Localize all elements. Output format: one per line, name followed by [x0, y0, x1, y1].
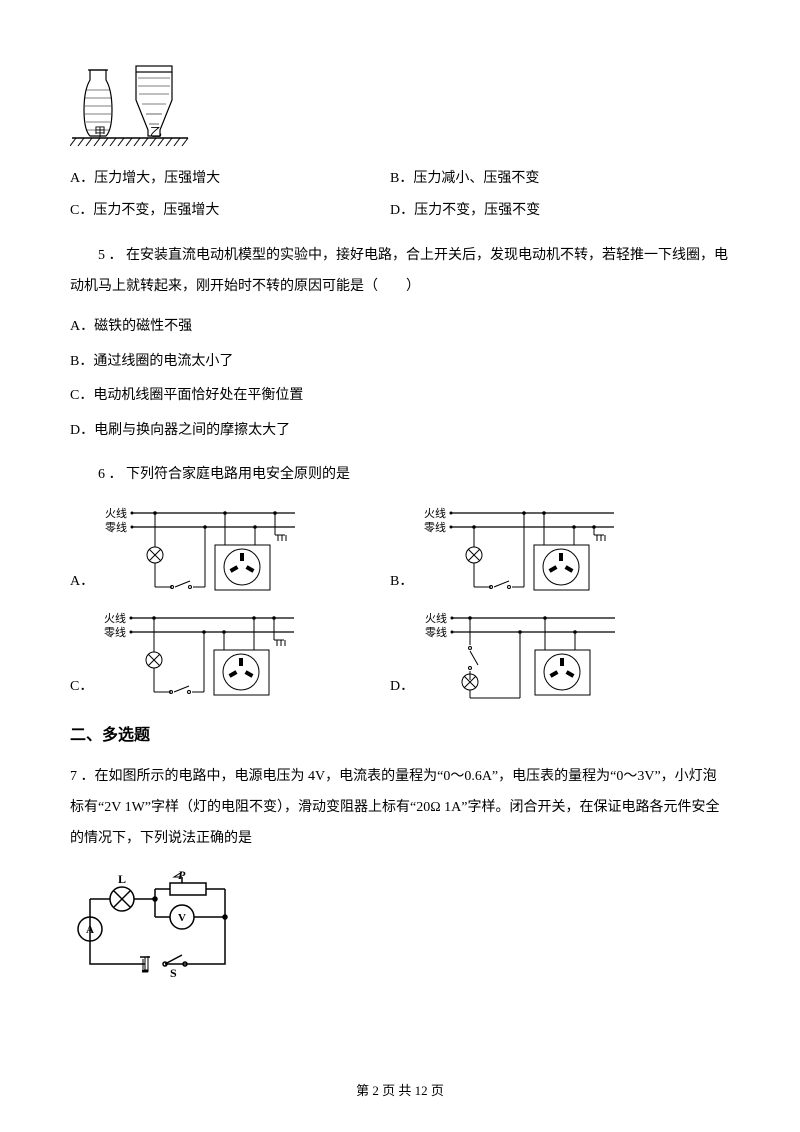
q6-text: 下列符合家庭电路用电安全原则的是	[126, 467, 350, 482]
page-footer: 第 2 页 共 12 页	[0, 1081, 800, 1102]
svg-text:S: S	[170, 966, 177, 979]
q5-number: 5 ．	[98, 248, 123, 263]
q6-label-a: A．	[70, 571, 94, 599]
q5-option-a: A．磁铁的磁性不强	[70, 316, 730, 338]
q6-row1: A． 火线 零线 B．	[70, 505, 730, 600]
svg-text:P: P	[178, 869, 186, 882]
q4-option-b: B．压力减小、压强不变	[390, 168, 730, 190]
q4-option-d: D．压力不变，压强不变	[390, 200, 730, 222]
q6-row2: C． 火线 零线 D． 火线 零线	[70, 610, 730, 705]
q6-circuit-c: 火线 零线	[99, 610, 299, 705]
section-2-heading: 二、多选题	[70, 723, 730, 749]
svg-text:L: L	[118, 872, 126, 886]
bottle-figure: 甲 乙	[70, 60, 730, 150]
q5-option-d: D．电刷与换向器之间的摩擦太大了	[70, 420, 730, 442]
q6-number: 6 ．	[98, 467, 123, 482]
q4-options-row1: A．压力增大，压强增大 B．压力减小、压强不变	[70, 168, 730, 190]
q4-options-row2: C．压力不变，压强增大 D．压力不变，压强不变	[70, 200, 730, 222]
svg-text:零线: 零线	[425, 625, 447, 639]
q6-circuit-a: 火线 零线	[100, 505, 300, 600]
svg-text:V: V	[178, 912, 186, 924]
svg-text:火线: 火线	[424, 506, 446, 520]
q6-label-c: C．	[70, 676, 93, 704]
q7-stem: 7 ．在如图所示的电路中，电源电压为 4V，电流表的量程为“0～0.6A”，电压…	[70, 762, 730, 854]
q5-option-b: B．通过线圈的电流太小了	[70, 351, 730, 373]
q6-stem: 6 ． 下列符合家庭电路用电安全原则的是	[70, 460, 730, 491]
svg-text:A: A	[86, 924, 94, 936]
svg-text:火线: 火线	[105, 506, 127, 520]
svg-text:零线: 零线	[424, 520, 446, 534]
bottles-svg: 甲 乙	[70, 60, 190, 150]
svg-text:零线: 零线	[105, 520, 127, 534]
svg-text:零线: 零线	[104, 625, 126, 639]
q6-label-d: D．	[390, 676, 414, 704]
q4-option-c: C．压力不变，压强增大	[70, 200, 390, 222]
q7-text: 在如图所示的电路中，电源电压为 4V，电流表的量程为“0～0.6A”，电压表的量…	[70, 769, 719, 846]
bottle-label-left: 甲	[94, 125, 106, 139]
bottle-label-right: 乙	[150, 125, 162, 139]
q6-label-b: B．	[390, 571, 413, 599]
svg-text:火线: 火线	[425, 611, 447, 625]
q5-stem: 5 ． 在安装直流电动机模型的实验中，接好电路，合上开关后，发现电动机不转，若轻…	[70, 241, 730, 303]
q5-option-c: C．电动机线圈平面恰好处在平衡位置	[70, 385, 730, 407]
q7-circuit-svg: L P A V S	[70, 869, 240, 979]
q7-circuit: L P A V S	[70, 869, 730, 979]
q7-number: 7 ．	[70, 769, 95, 784]
q4-option-a: A．压力增大，压强增大	[70, 168, 390, 190]
q5-text: 在安装直流电动机模型的实验中，接好电路，合上开关后，发现电动机不转，若轻推一下线…	[70, 248, 728, 294]
q6-circuit-d: 火线 零线	[420, 610, 620, 705]
q6-circuit-b: 火线 零线	[419, 505, 619, 600]
svg-text:火线: 火线	[104, 611, 126, 625]
